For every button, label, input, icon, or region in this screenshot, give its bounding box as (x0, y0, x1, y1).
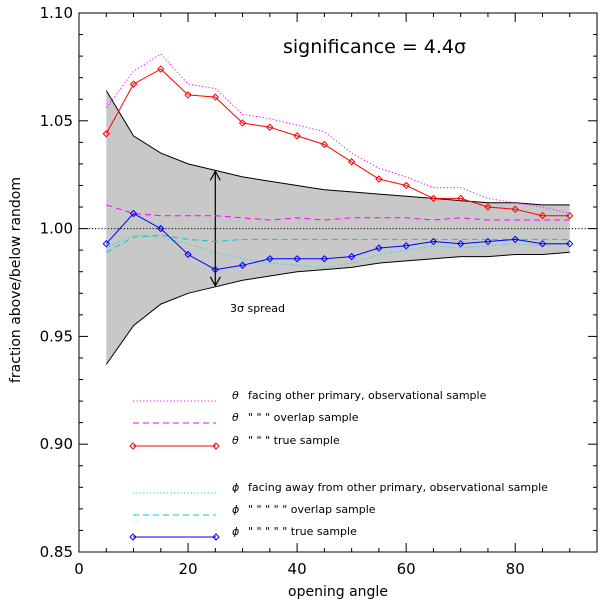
spread-band (106, 90, 570, 365)
legend-text-2: " " " true sample (248, 434, 340, 447)
spread-arrow-head-top (209, 170, 221, 181)
series-5-point-14 (484, 237, 492, 246)
legend-text-3: facing away from other primary, observat… (248, 481, 548, 494)
y-tick-label-2: 0.95 (40, 327, 73, 345)
legend-symbol-0: θ (232, 389, 239, 402)
series-2-point-0 (102, 130, 110, 138)
series-2-point-1 (129, 80, 138, 88)
series-2-point-4 (211, 93, 220, 101)
series-5-point-1 (129, 209, 138, 218)
series-line-5 (105, 212, 570, 271)
series-line-1 (106, 204, 570, 221)
series-2-point-14 (484, 203, 492, 211)
series-line-0 (105, 53, 570, 214)
series-5-point-17 (566, 239, 574, 248)
y-tick-label-1: 0.90 (40, 435, 73, 453)
y-tick-label-0: 0.85 (40, 543, 73, 561)
series-5-point-0 (102, 239, 110, 248)
y-tick-label-3: 1.00 (40, 220, 73, 238)
series-2-point-8 (320, 140, 329, 149)
series-2-point-2 (157, 65, 165, 73)
series-5-point-5 (238, 261, 247, 269)
legend-symbol-5: ϕ (232, 525, 239, 538)
series-5-point-15 (511, 235, 519, 244)
x-tick-label-3: 60 (397, 560, 416, 578)
legend-marker-end-2 (212, 442, 220, 450)
series-2-point-17 (566, 211, 574, 220)
legend-text-1: " " " overlap sample (248, 411, 359, 424)
series-line-4 (106, 234, 570, 253)
series-5-point-13 (456, 239, 465, 248)
significance-label: significance = 4.4σ (283, 36, 466, 58)
series-line-3 (106, 234, 570, 268)
series-2-point-7 (293, 132, 301, 140)
series-2-point-12 (429, 194, 438, 203)
series-5-point-12 (429, 237, 438, 246)
band-lower-line (105, 251, 570, 365)
spread-arrow-head-bottom (209, 276, 221, 288)
x-tick-label-0: 0 (74, 560, 84, 578)
plot-frame (78, 12, 598, 553)
spread-label: 3σ spread (230, 302, 285, 315)
y-tick-label-5: 1.10 (40, 4, 73, 22)
legend-text-0: facing other primary, observational samp… (248, 389, 487, 402)
series-2-point-10 (375, 175, 383, 183)
series-5-point-10 (375, 244, 383, 252)
y-axis-label: fraction above/below random (8, 177, 24, 383)
series-2-point-5 (238, 119, 247, 127)
legend-marker-end-5 (212, 533, 220, 541)
x-tick-label-4: 80 (506, 560, 525, 578)
series-2-point-11 (402, 181, 410, 190)
legend-symbol-1: θ (232, 411, 239, 424)
series-2-point-3 (184, 91, 192, 99)
series-5-point-9 (347, 252, 356, 261)
legend-marker-start-2 (129, 442, 137, 450)
legend-symbol-4: ϕ (232, 503, 239, 516)
series-5-point-2 (157, 224, 165, 233)
series-2-point-13 (456, 194, 465, 203)
series-5-point-8 (320, 255, 329, 263)
band-upper-line (105, 90, 570, 206)
series-line-2 (105, 68, 570, 217)
series-2-point-9 (347, 158, 356, 166)
series-5-point-11 (402, 242, 410, 250)
legend-symbol-2: θ (232, 434, 239, 447)
series-5-point-6 (266, 255, 274, 263)
x-axis-label: opening angle (288, 584, 388, 600)
series-5-point-3 (184, 250, 192, 259)
x-tick-label-1: 20 (179, 560, 198, 578)
series-2-point-16 (538, 211, 547, 220)
legend-text-5: " " " " " true sample (248, 525, 357, 538)
y-tick-label-4: 1.05 (40, 112, 73, 130)
x-tick-label-2: 40 (288, 560, 307, 578)
legend-text-4: " " " " " overlap sample (248, 503, 376, 516)
legend-marker-start-5 (129, 533, 137, 541)
series-5-point-16 (538, 239, 547, 248)
legend-symbol-3: ϕ (232, 481, 239, 494)
series-2-point-6 (266, 123, 274, 131)
series-5-point-7 (293, 255, 301, 263)
series-5-point-4 (211, 265, 220, 274)
series-2-point-15 (511, 205, 519, 213)
